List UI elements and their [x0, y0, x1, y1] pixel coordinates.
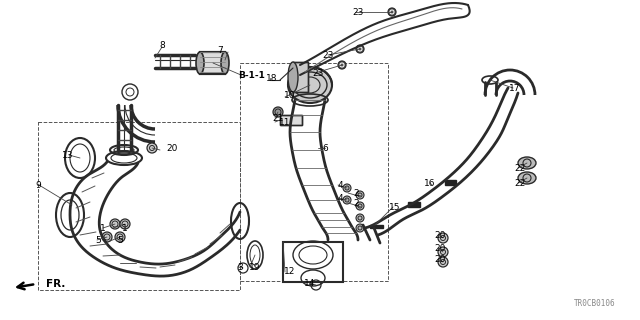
Bar — [240, 63, 388, 281]
Text: 10: 10 — [284, 91, 296, 100]
Text: 16: 16 — [424, 179, 436, 188]
Ellipse shape — [196, 52, 204, 74]
Ellipse shape — [518, 157, 536, 169]
Text: 13: 13 — [62, 150, 74, 159]
Text: 5: 5 — [95, 236, 101, 244]
Circle shape — [110, 219, 120, 229]
Text: 4: 4 — [337, 194, 343, 203]
Ellipse shape — [518, 172, 536, 184]
Text: 18: 18 — [266, 74, 278, 83]
Text: 23: 23 — [312, 68, 324, 77]
Circle shape — [115, 232, 125, 242]
Text: TR0CB0106: TR0CB0106 — [573, 299, 615, 308]
Text: 20: 20 — [435, 255, 445, 265]
Circle shape — [343, 196, 351, 204]
Text: 2: 2 — [353, 198, 359, 207]
Text: 22: 22 — [515, 179, 525, 188]
Ellipse shape — [221, 52, 229, 74]
Circle shape — [273, 107, 283, 117]
Text: FR.: FR. — [46, 279, 65, 289]
Bar — [280, 115, 302, 125]
Text: 6: 6 — [322, 143, 328, 153]
Ellipse shape — [288, 67, 332, 103]
Text: 3: 3 — [237, 262, 243, 271]
Text: 22: 22 — [515, 164, 525, 172]
Text: 19: 19 — [249, 262, 260, 271]
Text: 5: 5 — [117, 236, 123, 244]
Circle shape — [356, 214, 364, 222]
Circle shape — [438, 257, 448, 267]
Ellipse shape — [288, 62, 298, 92]
Text: B-1-1: B-1-1 — [239, 70, 266, 79]
Text: 2: 2 — [353, 188, 359, 197]
Bar — [283, 242, 343, 282]
Bar — [293, 62, 308, 92]
Text: 21: 21 — [272, 114, 284, 123]
Text: 20: 20 — [166, 143, 178, 153]
Text: 11: 11 — [279, 117, 291, 126]
Circle shape — [356, 202, 364, 210]
Circle shape — [356, 45, 364, 53]
Bar — [200, 52, 225, 74]
Text: 17: 17 — [509, 84, 521, 92]
Bar — [280, 115, 302, 125]
Polygon shape — [370, 225, 383, 228]
Bar — [200, 52, 225, 74]
Text: 8: 8 — [159, 41, 165, 50]
Circle shape — [102, 232, 112, 242]
Circle shape — [338, 61, 346, 69]
Text: 4: 4 — [337, 180, 343, 189]
Text: 1: 1 — [122, 223, 128, 233]
Circle shape — [147, 143, 157, 153]
Bar — [293, 62, 308, 92]
Polygon shape — [408, 202, 420, 207]
Circle shape — [120, 219, 130, 229]
Text: 23: 23 — [323, 51, 333, 60]
Text: 14: 14 — [304, 278, 316, 287]
Circle shape — [356, 191, 364, 199]
Circle shape — [343, 184, 351, 192]
Text: 23: 23 — [352, 7, 364, 17]
Bar — [38, 122, 240, 290]
Text: 20: 20 — [435, 244, 445, 252]
Circle shape — [438, 247, 448, 257]
Text: 12: 12 — [284, 268, 296, 276]
Text: 9: 9 — [35, 180, 41, 189]
Circle shape — [438, 233, 448, 243]
Text: 20: 20 — [435, 230, 445, 239]
Polygon shape — [445, 180, 456, 185]
Text: 1: 1 — [100, 223, 106, 233]
Circle shape — [388, 8, 396, 16]
Circle shape — [356, 224, 364, 232]
Text: 15: 15 — [389, 203, 401, 212]
Text: 7: 7 — [217, 45, 223, 54]
